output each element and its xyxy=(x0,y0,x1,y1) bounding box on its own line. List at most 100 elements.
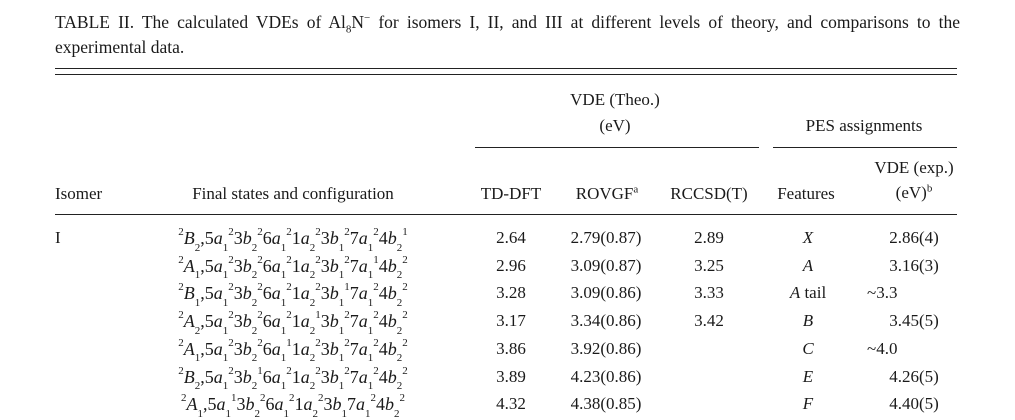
orbital-number: 3 xyxy=(233,228,243,248)
orbital-number: 3 xyxy=(320,366,330,387)
orbital-symbol: a xyxy=(271,283,281,304)
orbital-subscript: 2 xyxy=(396,352,403,365)
orbital-symbol: a xyxy=(213,311,223,332)
orbital-occupancy: 2 xyxy=(228,226,234,238)
rccsdt-cell: 2.89 xyxy=(694,228,724,247)
orbital-subscript: 1 xyxy=(367,352,374,365)
orbital-symbol: b xyxy=(387,228,397,248)
orbital-symbol: a xyxy=(213,228,223,248)
orbital-symbol: b xyxy=(329,283,339,304)
header-vde-exp-unit: (eV)b xyxy=(896,183,933,203)
orbital-subscript: 2 xyxy=(251,352,258,365)
orbital-symbol: a xyxy=(358,255,368,276)
tddft-cell: 3.86 xyxy=(496,338,526,358)
orbital-symbol: a xyxy=(213,283,223,304)
orbital-number: 6 xyxy=(262,366,272,387)
configuration-cell: 2B2,5a123b216a121a223b127a124b22 xyxy=(178,364,408,392)
state-multiplicity: 2 xyxy=(178,309,184,322)
feature-label: A xyxy=(802,255,814,275)
orbital-occupancy: 2 xyxy=(373,309,379,322)
orbital-number: 1 xyxy=(291,366,301,387)
orbital-symbol: b xyxy=(242,255,252,276)
orbital-symbol: b xyxy=(245,394,255,415)
orbital-number: 4 xyxy=(376,394,385,415)
state-symbol: A xyxy=(183,338,195,359)
orbital-number: 3 xyxy=(320,338,330,359)
orbital-number: 7 xyxy=(347,394,356,415)
orbital-occupancy: 2 xyxy=(402,336,408,349)
orbital-number: 5 xyxy=(207,394,217,415)
orbital-number: 7 xyxy=(349,255,359,276)
orbital-occupancy: 2 xyxy=(344,226,350,238)
rovgf-cell: 3.09(0.87) xyxy=(570,255,642,275)
orbital-subscript: 1 xyxy=(338,324,345,337)
orbital-symbol: b xyxy=(242,283,252,304)
header-rovgf: ROVGFa xyxy=(576,184,639,204)
orbital-symbol: a xyxy=(300,283,310,304)
rovgf-cell: 4.23(0.86) xyxy=(570,366,642,386)
footnote-a: a xyxy=(633,183,639,196)
orbital-occupancy: 2 xyxy=(228,364,234,377)
separator: , xyxy=(200,311,205,332)
orbital-subscript: 2 xyxy=(396,324,403,337)
orbital-number: 4 xyxy=(378,228,388,248)
table-caption: TABLE II. The calculated VDEs of Al8N− f… xyxy=(55,10,960,60)
feature-label: E xyxy=(802,366,814,386)
state-symbol: A xyxy=(186,394,198,415)
header-rule xyxy=(55,214,957,215)
state-subscript: 2 xyxy=(194,380,201,393)
orbital-number: 3 xyxy=(320,283,330,304)
orbital-symbol: a xyxy=(358,228,368,248)
orbital-occupancy: 2 xyxy=(315,336,321,349)
orbital-number: 6 xyxy=(262,338,272,359)
orbital-number: 3 xyxy=(233,283,243,304)
orbital-symbol: a xyxy=(300,366,310,387)
orbital-number: 6 xyxy=(262,311,272,332)
orbital-subscript: 2 xyxy=(396,269,403,282)
orbital-occupancy: 2 xyxy=(373,281,379,294)
state-subscript: 1 xyxy=(194,296,201,309)
orbital-occupancy: 2 xyxy=(228,281,234,294)
vde-exp-cell: 4.40(5) xyxy=(889,394,939,414)
header-vde-theo: VDE (Theo.) xyxy=(570,90,660,109)
orbital-occupancy: 1 xyxy=(373,253,379,266)
rccsdt-cell: 3.25 xyxy=(694,255,724,275)
orbital-subscript: 1 xyxy=(222,296,229,309)
header-isomer: Isomer xyxy=(55,184,103,203)
orbital-subscript: 1 xyxy=(222,324,229,337)
orbital-subscript: 1 xyxy=(338,241,345,254)
footnote-b: b xyxy=(926,182,933,195)
orbital-occupancy: 2 xyxy=(344,309,350,322)
orbital-occupancy: 2 xyxy=(257,281,263,294)
orbital-symbol: a xyxy=(358,283,368,304)
orbital-occupancy: 1 xyxy=(402,226,408,238)
state-subscript: 1 xyxy=(194,269,201,282)
orbital-occupancy: 2 xyxy=(399,392,406,405)
feature-cell: B xyxy=(803,311,813,331)
orbital-number: 3 xyxy=(320,255,330,276)
state-subscript: 2 xyxy=(194,241,201,254)
orbital-symbol: b xyxy=(242,366,252,387)
orbital-symbol: a xyxy=(216,394,226,415)
orbital-number: 4 xyxy=(378,283,388,304)
caption-text: TABLE II. The calculated VDEs of Al xyxy=(55,12,346,32)
orbital-number: 3 xyxy=(233,311,243,332)
state-multiplicity: 2 xyxy=(178,226,184,238)
orbital-occupancy: 2 xyxy=(318,392,324,405)
orbital-symbol: a xyxy=(271,366,281,387)
tddft-cell: 3.28 xyxy=(496,283,526,303)
state-symbol: A xyxy=(183,255,195,276)
orbital-subscript: 2 xyxy=(396,241,403,254)
vde-exp-cell: ~3.3 xyxy=(867,283,898,303)
orbital-occupancy: 2 xyxy=(315,226,321,238)
orbital-subscript: 1 xyxy=(338,380,345,393)
orbital-occupancy: 2 xyxy=(286,364,292,377)
orbital-number: 1 xyxy=(291,255,301,276)
configuration-cell: 2A2,5a123b226a121a213b127a124b22 xyxy=(178,309,408,337)
orbital-subscript: 1 xyxy=(367,380,374,393)
state-symbol: A xyxy=(183,311,195,332)
feature-cell: A tail xyxy=(790,283,826,303)
orbital-symbol: b xyxy=(387,311,397,332)
orbital-number: 3 xyxy=(233,338,243,359)
orbital-occupancy: 2 xyxy=(315,253,321,266)
